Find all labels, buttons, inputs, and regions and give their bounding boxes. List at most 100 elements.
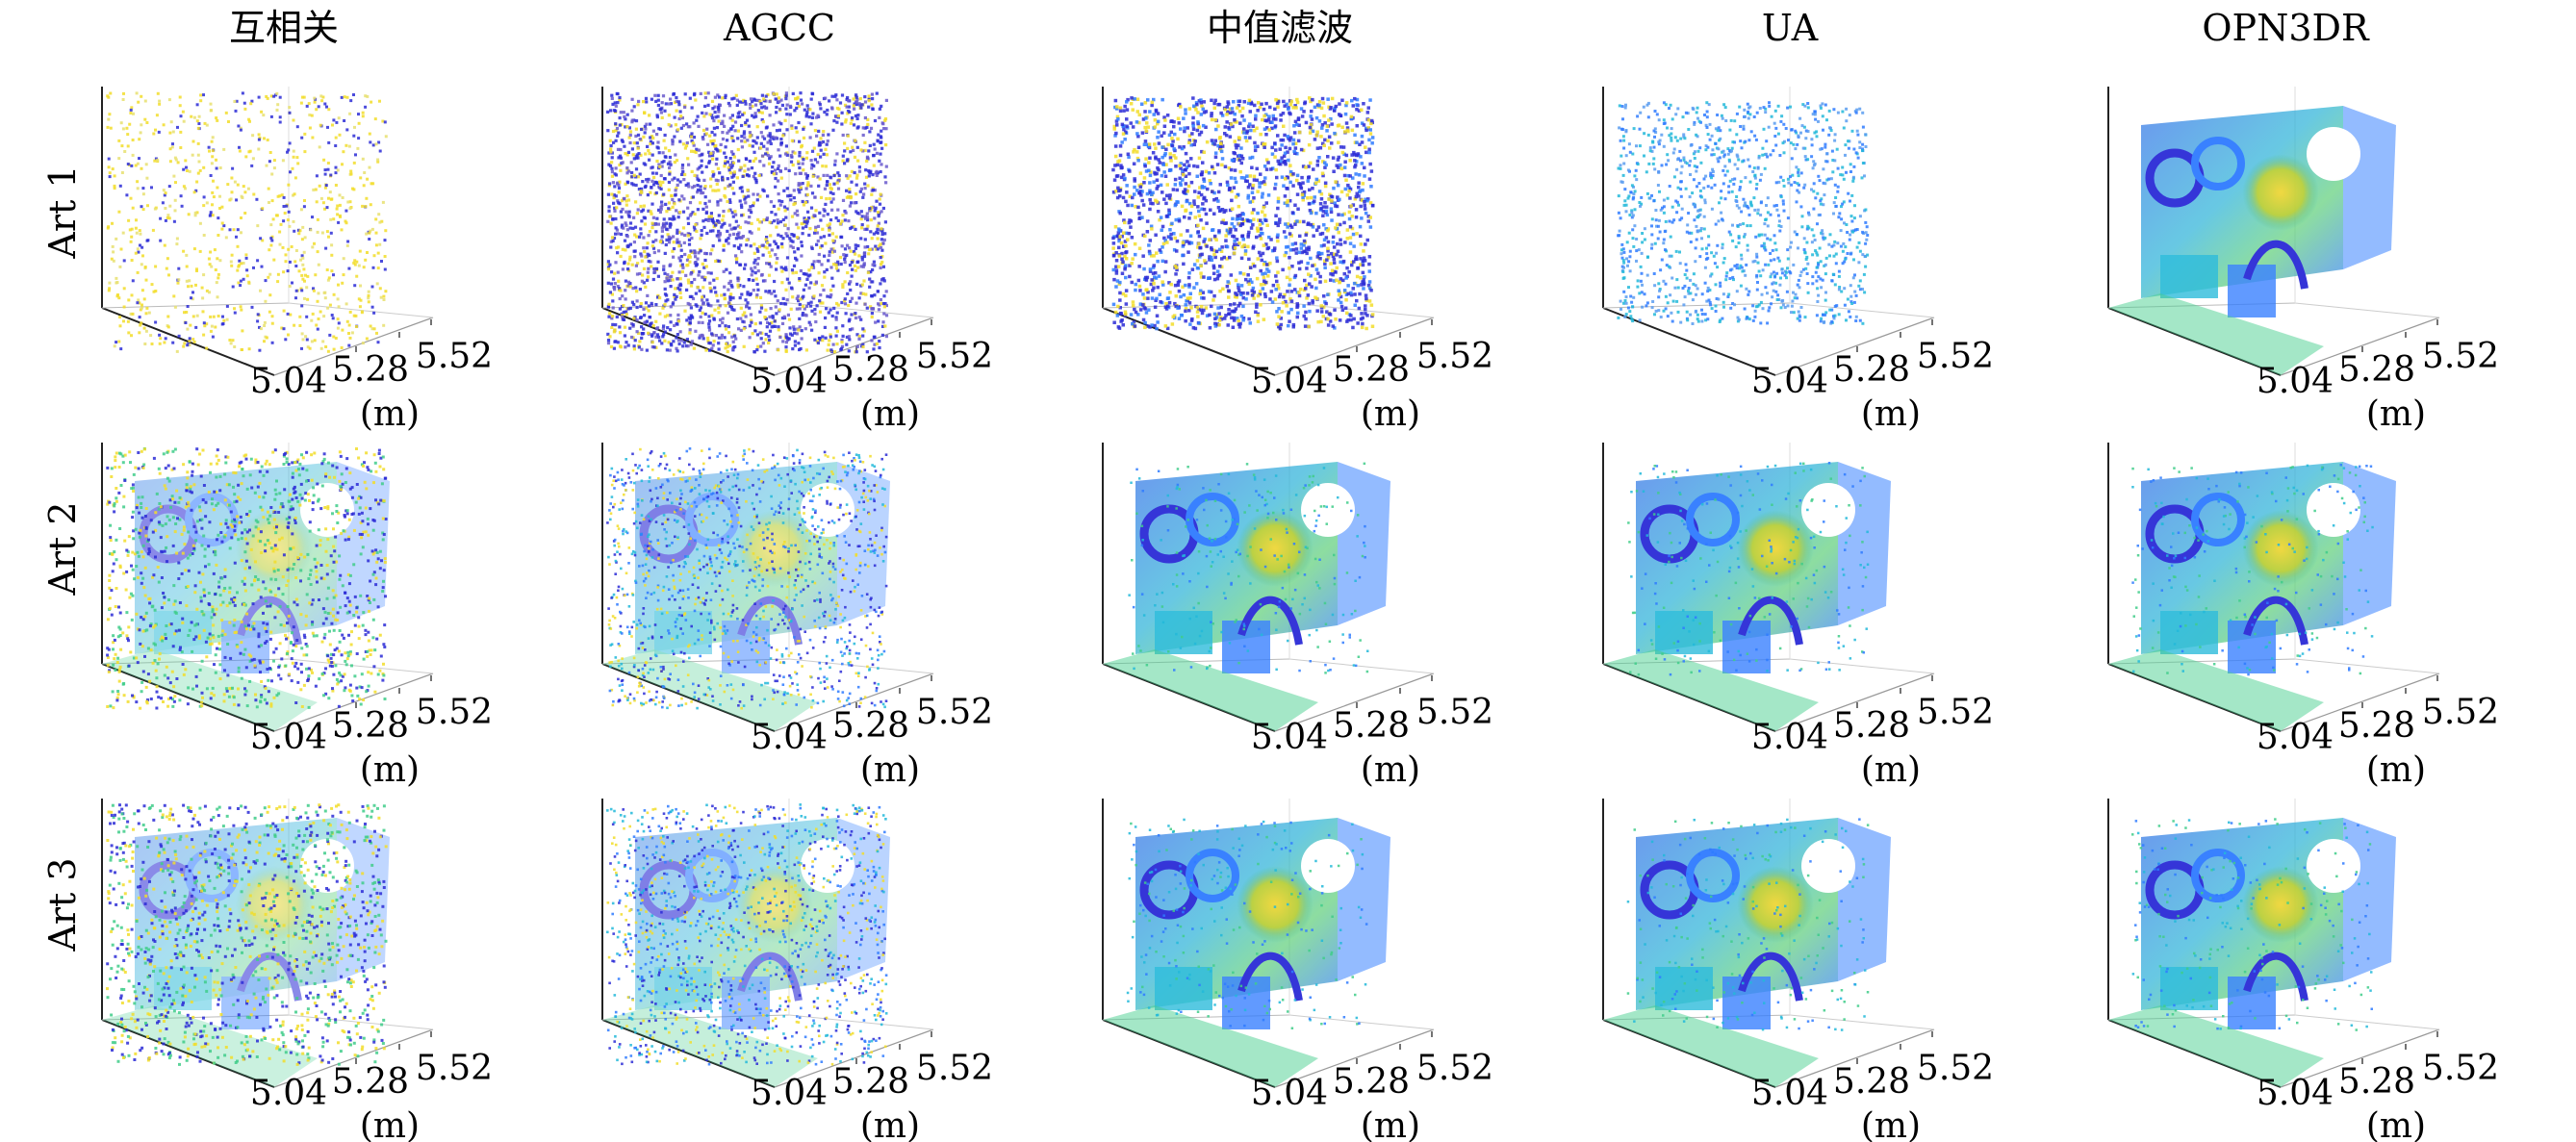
point bbox=[683, 172, 687, 177]
point bbox=[1274, 274, 1278, 278]
point bbox=[743, 140, 747, 143]
point bbox=[865, 156, 870, 160]
point bbox=[687, 238, 692, 241]
point bbox=[855, 173, 859, 177]
point bbox=[1155, 326, 1159, 331]
point bbox=[706, 271, 710, 275]
point bbox=[871, 187, 875, 190]
point bbox=[113, 184, 116, 188]
point bbox=[772, 123, 776, 127]
point bbox=[1329, 272, 1333, 276]
point bbox=[843, 261, 847, 265]
point bbox=[857, 169, 862, 173]
point bbox=[163, 193, 166, 197]
point bbox=[1125, 250, 1129, 254]
point bbox=[870, 339, 874, 343]
point bbox=[1309, 99, 1313, 104]
point bbox=[804, 187, 808, 190]
point bbox=[346, 240, 350, 243]
point bbox=[1196, 120, 1200, 124]
point bbox=[805, 184, 810, 188]
point bbox=[252, 192, 256, 196]
point bbox=[1244, 139, 1249, 143]
point bbox=[644, 184, 648, 188]
point bbox=[1115, 314, 1120, 317]
point bbox=[1341, 278, 1345, 283]
point bbox=[1118, 298, 1122, 302]
tick-label: 5.28 bbox=[332, 350, 409, 390]
point bbox=[638, 288, 642, 292]
point bbox=[1151, 266, 1156, 269]
point bbox=[827, 343, 830, 346]
point bbox=[343, 95, 346, 99]
point bbox=[702, 114, 706, 118]
point bbox=[693, 91, 697, 95]
point bbox=[1364, 312, 1367, 316]
point bbox=[337, 305, 341, 309]
point bbox=[650, 345, 654, 349]
point bbox=[1360, 134, 1365, 139]
point bbox=[625, 125, 629, 129]
point bbox=[182, 185, 186, 189]
point bbox=[742, 344, 746, 348]
point bbox=[669, 222, 673, 226]
point bbox=[1288, 248, 1293, 252]
point bbox=[1245, 174, 1249, 178]
point bbox=[338, 203, 342, 207]
point bbox=[1129, 313, 1134, 317]
point bbox=[1112, 320, 1116, 324]
point bbox=[723, 187, 727, 190]
point bbox=[159, 239, 163, 242]
point bbox=[1329, 278, 1333, 282]
point bbox=[135, 231, 139, 235]
point bbox=[707, 216, 711, 220]
point bbox=[847, 335, 851, 339]
point bbox=[770, 211, 774, 215]
point bbox=[1280, 143, 1284, 147]
point bbox=[787, 317, 792, 321]
point bbox=[1170, 137, 1174, 140]
point bbox=[841, 285, 845, 289]
point bbox=[828, 253, 831, 257]
point bbox=[1224, 239, 1228, 242]
point bbox=[1156, 136, 1160, 140]
point bbox=[279, 222, 283, 226]
point bbox=[1181, 168, 1185, 173]
point bbox=[663, 303, 667, 307]
point bbox=[735, 176, 739, 180]
point bbox=[783, 209, 787, 213]
point bbox=[130, 106, 134, 110]
point bbox=[336, 213, 340, 216]
point bbox=[1164, 147, 1168, 151]
point bbox=[740, 186, 744, 190]
point bbox=[117, 340, 121, 343]
point bbox=[140, 306, 143, 310]
point bbox=[711, 343, 715, 347]
point bbox=[792, 202, 796, 207]
point bbox=[1202, 207, 1207, 212]
point bbox=[759, 344, 763, 348]
box-line bbox=[788, 302, 934, 318]
point bbox=[1338, 280, 1341, 285]
point bbox=[239, 284, 242, 288]
point bbox=[742, 111, 747, 115]
point bbox=[1182, 292, 1186, 297]
point bbox=[634, 286, 638, 290]
point bbox=[1258, 105, 1262, 110]
point bbox=[660, 161, 664, 165]
point bbox=[701, 302, 705, 306]
point bbox=[744, 298, 748, 302]
point bbox=[139, 131, 142, 135]
point bbox=[774, 253, 778, 257]
point bbox=[710, 346, 714, 350]
point bbox=[337, 220, 341, 224]
point bbox=[130, 235, 134, 239]
point bbox=[704, 132, 708, 136]
point bbox=[813, 312, 817, 316]
point bbox=[1205, 314, 1210, 317]
point bbox=[814, 209, 818, 213]
point bbox=[876, 290, 880, 293]
point bbox=[862, 192, 866, 196]
point bbox=[614, 232, 618, 236]
point bbox=[614, 173, 618, 177]
